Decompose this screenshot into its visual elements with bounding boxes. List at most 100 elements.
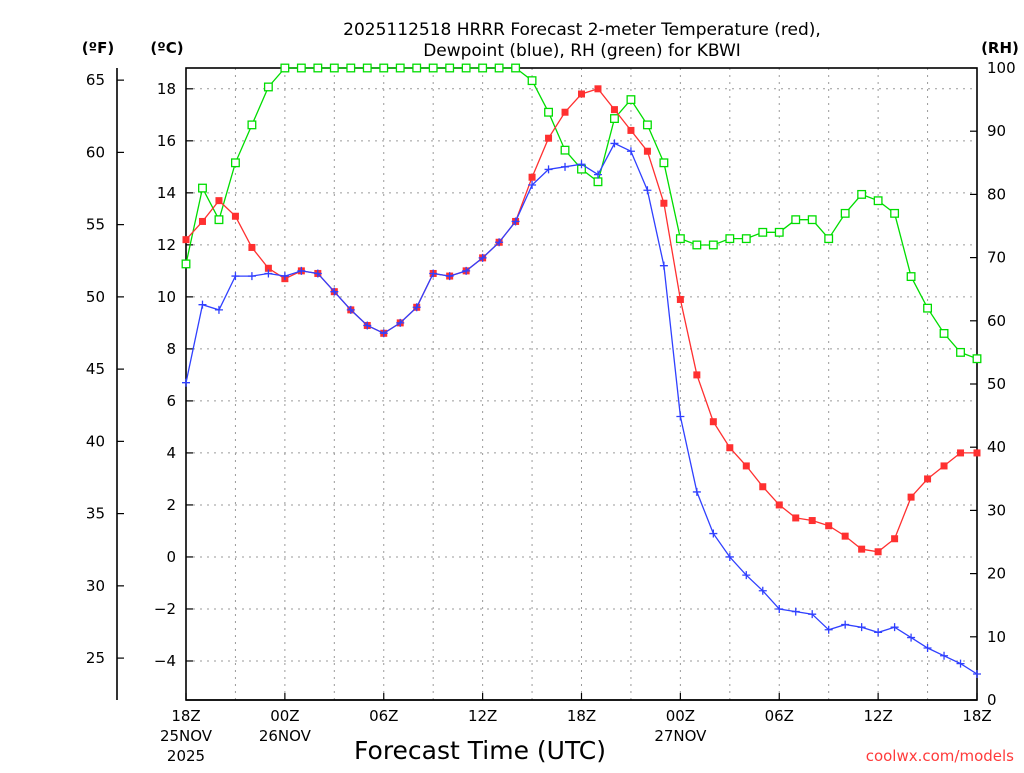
- dewpoint-point: [709, 529, 718, 538]
- axis-ticks: 181614121086420−2−418Z25NOV202500Z26NOV0…: [86, 59, 1016, 765]
- x-tick-label: 18Z: [962, 707, 991, 725]
- celsius-tick-label: 4: [166, 444, 176, 462]
- dewpoint-point: [593, 170, 602, 179]
- dewpoint-point: [231, 272, 240, 281]
- dewpoint-point: [561, 162, 570, 171]
- rh-tick-label: 20: [987, 565, 1006, 583]
- rh-point: [923, 303, 933, 313]
- rh-point: [791, 215, 801, 225]
- dewpoint-point: [973, 669, 981, 678]
- temperature-point: [693, 371, 701, 379]
- rh-point: [428, 63, 438, 73]
- x-tick-label: 18Z: [171, 707, 200, 725]
- temperature-point: [231, 212, 239, 220]
- dewpoint-point: [659, 261, 668, 270]
- dewpoint-point: [297, 266, 306, 275]
- dewpoint-point: [610, 139, 619, 148]
- temperature-point: [578, 90, 585, 98]
- dewpoint-point: [429, 269, 438, 278]
- fahrenheit-tick-label: 65: [86, 71, 105, 89]
- dewpoint-point: [692, 487, 701, 496]
- rh-point: [313, 63, 323, 73]
- dewpoint-point: [412, 303, 421, 312]
- temperature-point: [528, 173, 536, 181]
- rh-point: [972, 354, 982, 364]
- celsius-tick-label: 10: [157, 288, 176, 306]
- rh-point: [758, 227, 768, 237]
- rh-point: [247, 120, 257, 130]
- rh-point: [181, 259, 191, 269]
- temperature-point: [594, 85, 602, 93]
- rh-point: [725, 234, 735, 244]
- dewpoint-point: [857, 623, 866, 632]
- credit-text: coolwx.com/models: [866, 747, 1014, 765]
- dewpoint-point: [643, 186, 652, 195]
- series-dewpoint: [182, 139, 981, 678]
- celsius-unit-label: (ºC): [150, 39, 183, 57]
- rh-point: [642, 120, 652, 130]
- temperature-point: [215, 197, 223, 205]
- temperature-point: [825, 522, 833, 530]
- celsius-tick-label: 14: [157, 184, 176, 202]
- rh-point: [906, 272, 916, 282]
- rh-point: [890, 208, 900, 218]
- dewpoint-point: [264, 269, 273, 278]
- rh-point: [593, 177, 603, 187]
- dewpoint-point: [577, 160, 586, 169]
- celsius-tick-label: 2: [166, 496, 176, 514]
- x-tick-label: 00Z: [270, 707, 299, 725]
- dewpoint-point: [346, 305, 355, 314]
- x-tick-label: 00Z: [666, 707, 695, 725]
- dewpoint-point: [330, 287, 339, 296]
- rh-point: [873, 196, 883, 206]
- x-tick-label: 06Z: [765, 707, 794, 725]
- rh-point: [214, 215, 224, 225]
- rh-point: [296, 63, 306, 73]
- dewpoint-point: [528, 181, 537, 190]
- dewpoint-point: [445, 272, 454, 281]
- dewpoint-point: [791, 607, 800, 616]
- temperature-point: [874, 548, 882, 556]
- temperature-point: [973, 449, 981, 457]
- rh-point: [692, 240, 702, 250]
- temperature-point: [792, 514, 800, 522]
- dewpoint-point: [396, 318, 405, 327]
- dewpoint-point: [363, 321, 372, 330]
- dewpoint-point: [495, 238, 504, 247]
- temperature-point: [248, 243, 256, 251]
- temperature-point: [775, 501, 783, 509]
- fahrenheit-tick-label: 50: [86, 288, 105, 306]
- dewpoint-point: [824, 625, 833, 634]
- rh-point: [807, 215, 817, 225]
- fahrenheit-tick-label: 45: [86, 360, 105, 378]
- rh-point: [362, 63, 372, 73]
- x-tick-label: 18Z: [567, 707, 596, 725]
- x-tick-label: 06Z: [369, 707, 398, 725]
- dewpoint-point: [313, 269, 322, 278]
- rh-point: [956, 347, 965, 357]
- rh-point: [198, 183, 207, 193]
- rh-point: [675, 234, 685, 244]
- temperature-point: [545, 134, 553, 142]
- celsius-tick-label: 6: [166, 392, 176, 410]
- dewpoint-point: [182, 378, 190, 387]
- dewpoint-point: [923, 643, 932, 652]
- dewpoint-point: [940, 651, 949, 660]
- rh-point: [412, 63, 422, 73]
- rh-tick-label: 70: [987, 249, 1006, 267]
- temperature-point: [627, 126, 635, 134]
- dewpoint-point: [890, 623, 899, 632]
- rh-tick-label: 50: [987, 375, 1006, 393]
- dewpoint-point: [462, 266, 471, 275]
- temperature-point: [841, 532, 849, 540]
- rh-point: [263, 82, 273, 92]
- dewpoint-point: [544, 165, 553, 174]
- dewpoint-point: [808, 610, 817, 619]
- x-tick-date-label: 25NOV: [160, 727, 213, 745]
- temperature-point: [264, 264, 272, 272]
- fahrenheit-tick-label: 30: [86, 577, 105, 595]
- celsius-tick-label: 0: [166, 548, 176, 566]
- fahrenheit-tick-label: 40: [86, 432, 105, 450]
- temperature-point: [182, 236, 190, 244]
